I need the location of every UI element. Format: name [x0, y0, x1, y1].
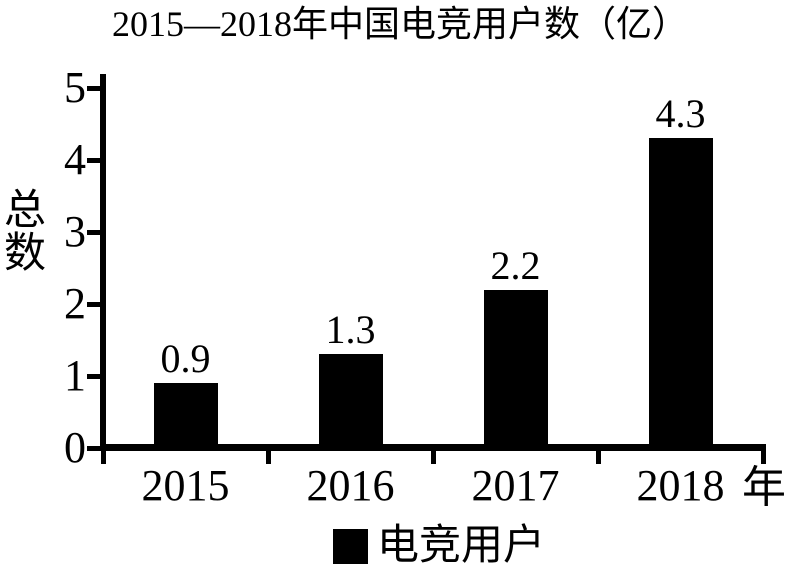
x-axis-line: [100, 444, 766, 451]
x-tick: [100, 448, 106, 464]
bar: [153, 383, 218, 451]
y-tick-label: 3: [64, 207, 86, 256]
bar-value-label: 4.3: [655, 91, 706, 137]
bar: [318, 354, 383, 451]
legend-label: 电竞用户: [377, 523, 546, 566]
y-tick: [87, 157, 103, 163]
y-tick-label: 5: [64, 63, 86, 112]
legend: 电竞用户: [333, 523, 546, 566]
legend-swatch: [333, 528, 368, 564]
y-tick-label: 2: [64, 279, 86, 328]
x-axis-unit-label: 年: [742, 463, 786, 512]
x-tick: [760, 448, 766, 464]
x-tick: [265, 448, 271, 464]
bar-value-label: 0.9: [160, 336, 211, 382]
bar-value-label: 2.2: [490, 242, 541, 288]
bar-value-label: 1.3: [325, 307, 376, 353]
x-category-label: 2016: [306, 461, 395, 510]
y-tick: [87, 373, 103, 379]
y-tick: [87, 229, 103, 235]
y-tick-label: 4: [64, 135, 86, 184]
y-tick-label: 1: [64, 351, 86, 400]
x-tick: [595, 448, 601, 464]
x-category-label: 2018: [636, 461, 725, 510]
y-tick: [87, 301, 103, 307]
y-axis-line: [100, 74, 106, 451]
x-tick: [430, 448, 436, 464]
chart-title: 2015—2018年中国电竞用户数（亿）: [111, 4, 688, 44]
y-tick-label: 0: [64, 423, 86, 472]
bar: [483, 289, 548, 451]
x-category-label: 2015: [141, 461, 230, 510]
y-axis-label: 总数: [3, 188, 46, 277]
y-tick: [87, 445, 103, 451]
bar: [648, 138, 713, 451]
y-tick: [87, 85, 103, 91]
x-category-label: 2017: [471, 461, 560, 510]
